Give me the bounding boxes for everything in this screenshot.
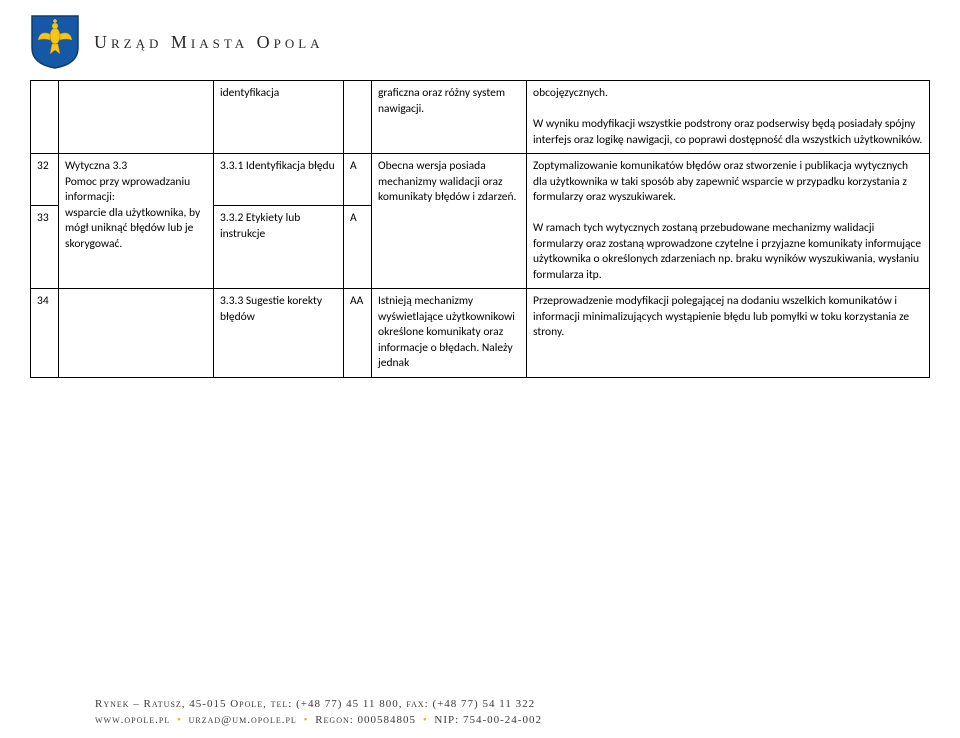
cell-guideline: Wytyczna 3.3 Pomoc przy wprowadzaniu inf… [59, 154, 214, 289]
org-title: Urząd Miasta Opola [94, 32, 324, 53]
cell-current: Obecna wersja posiada mechanizmy walidac… [372, 154, 527, 289]
page-footer: Rynek – Ratusz, 45-015 Opole, tel: (+48 … [0, 697, 960, 728]
cell-subpoint: 3.3.1 Identyfikacja błędu [214, 154, 344, 206]
table-row: 32 Wytyczna 3.3 Pomoc przy wprowadzaniu … [31, 154, 930, 206]
cell-level: A [344, 206, 372, 289]
city-crest-icon [30, 14, 80, 70]
footer-nip: NIP: 754-00-24-002 [434, 714, 542, 726]
text: Zoptymalizowanie komunikatów błędów oraz… [533, 159, 908, 204]
table-row: 34 3.3.3 Sugestie korekty błędów AA Istn… [31, 289, 930, 378]
cell-num: 32 [31, 154, 59, 206]
cell-num [31, 81, 59, 154]
page-header: Urząd Miasta Opola [0, 0, 960, 80]
footer-email: urzad@um.opole.pl [189, 714, 297, 726]
cell-action: Zoptymalizowanie komunikatów błędów oraz… [527, 154, 930, 289]
bullet-icon: • [420, 714, 431, 726]
text: Pomoc przy wprowadzaniu informacji: [65, 175, 190, 205]
footer-website: www.opole.pl [95, 714, 170, 726]
cell-subpoint: identyfikacja [214, 81, 344, 154]
guidelines-table: identyfikacja graficzna oraz różny syste… [30, 80, 930, 378]
bullet-icon: • [301, 714, 312, 726]
cell-level: A [344, 154, 372, 206]
cell-guideline [59, 81, 214, 154]
footer-line-2: www.opole.pl • urzad@um.opole.pl • Regon… [95, 713, 900, 728]
cell-current: graficzna oraz różny system nawigacji. [372, 81, 527, 154]
footer-regon: Regon: 000584805 [315, 714, 416, 726]
cell-action: Przeprowadzenie modyfikacji polegającej … [527, 289, 930, 378]
footer-line-1: Rynek – Ratusz, 45-015 Opole, tel: (+48 … [95, 697, 900, 712]
cell-guideline [59, 289, 214, 378]
text: obcojęzycznych. W wyniku modyfikacji wsz… [533, 86, 922, 147]
cell-level [344, 81, 372, 154]
text: wsparcie dla użytkownika, by mógł unikną… [65, 206, 200, 251]
cell-subpoint: 3.3.3 Sugestie korekty błędów [214, 289, 344, 378]
text: Wytyczna 3.3 [65, 159, 127, 173]
cell-num: 34 [31, 289, 59, 378]
cell-num: 33 [31, 206, 59, 289]
table-row: identyfikacja graficzna oraz różny syste… [31, 81, 930, 154]
bullet-icon: • [174, 714, 185, 726]
cell-current: Istnieją mechanizmy wyświetlające użytko… [372, 289, 527, 378]
text: W ramach tych wytycznych zostaną przebud… [533, 221, 921, 282]
cell-action: obcojęzycznych. W wyniku modyfikacji wsz… [527, 81, 930, 154]
cell-level: AA [344, 289, 372, 378]
cell-subpoint: 3.3.2 Etykiety lub instrukcje [214, 206, 344, 289]
table-container: identyfikacja graficzna oraz różny syste… [0, 80, 960, 378]
